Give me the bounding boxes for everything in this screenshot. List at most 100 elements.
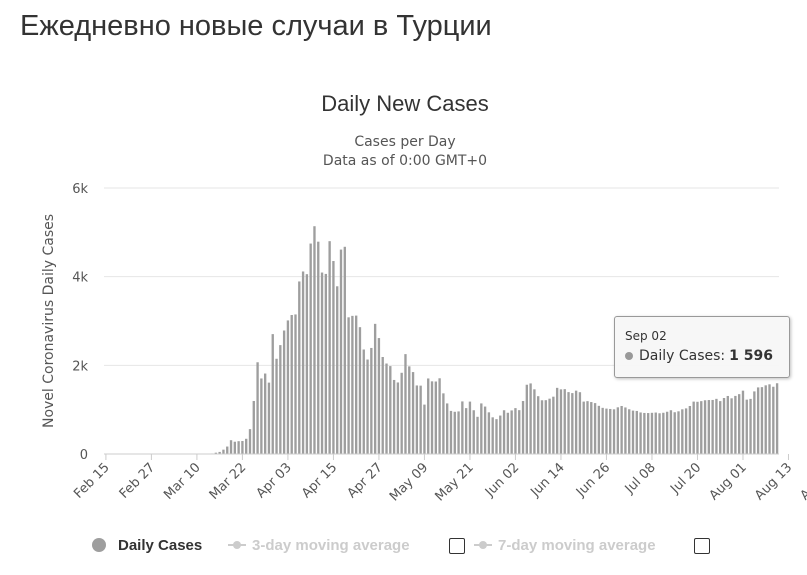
bar[interactable] — [400, 372, 403, 454]
bar[interactable] — [214, 452, 218, 454]
bar[interactable] — [571, 393, 574, 454]
bar[interactable] — [396, 382, 400, 454]
bar[interactable] — [487, 412, 491, 454]
bar[interactable] — [282, 330, 286, 454]
bar[interactable] — [286, 320, 290, 454]
bar[interactable] — [544, 400, 547, 454]
bar[interactable] — [605, 408, 608, 454]
bar[interactable] — [658, 413, 661, 454]
bar[interactable] — [540, 400, 544, 454]
bar[interactable] — [669, 410, 673, 454]
bar[interactable] — [643, 412, 646, 454]
bar[interactable] — [366, 359, 369, 454]
bar[interactable] — [582, 401, 585, 454]
bar[interactable] — [260, 378, 263, 454]
bar[interactable] — [495, 419, 498, 454]
bar[interactable] — [639, 412, 642, 454]
bar[interactable] — [222, 449, 225, 454]
bar[interactable] — [317, 241, 320, 454]
bar[interactable] — [567, 392, 570, 454]
bar[interactable] — [411, 372, 415, 454]
bar[interactable] — [252, 400, 255, 454]
legend-item-7day[interactable]: 7-day moving average — [474, 534, 656, 556]
bar[interactable] — [502, 410, 506, 454]
bar[interactable] — [472, 410, 475, 454]
bar[interactable] — [347, 317, 350, 454]
bar[interactable] — [749, 398, 752, 454]
bar[interactable] — [665, 411, 669, 454]
bar[interactable] — [719, 401, 722, 454]
bar[interactable] — [673, 412, 676, 454]
bar[interactable] — [521, 401, 525, 454]
bar[interactable] — [332, 261, 335, 454]
bar[interactable] — [442, 393, 445, 454]
bar[interactable] — [703, 400, 707, 454]
bar[interactable] — [677, 411, 680, 454]
bar[interactable] — [628, 409, 631, 454]
bar[interactable] — [563, 389, 566, 454]
bar[interactable] — [339, 249, 343, 454]
bar[interactable] — [298, 281, 301, 454]
bar[interactable] — [635, 410, 638, 454]
bar[interactable] — [370, 347, 373, 454]
bar[interactable] — [226, 446, 229, 454]
bar[interactable] — [696, 401, 699, 454]
bar[interactable] — [351, 315, 354, 454]
bar[interactable] — [256, 362, 259, 454]
bar[interactable] — [506, 412, 510, 454]
bar[interactable] — [510, 410, 513, 454]
bar[interactable] — [237, 441, 240, 454]
bar[interactable] — [377, 338, 381, 454]
bar[interactable] — [726, 395, 729, 454]
bar[interactable] — [734, 395, 737, 454]
bar[interactable] — [301, 271, 305, 454]
bar[interactable] — [533, 389, 536, 454]
bar[interactable] — [241, 441, 244, 454]
bar[interactable] — [267, 382, 271, 454]
bar[interactable] — [745, 399, 748, 454]
bar[interactable] — [514, 408, 517, 454]
legend-item-daily-cases[interactable]: Daily Cases — [92, 534, 202, 556]
bar[interactable] — [362, 349, 365, 454]
bar[interactable] — [537, 396, 540, 454]
bar[interactable] — [609, 408, 612, 454]
bar[interactable] — [518, 410, 521, 454]
bar[interactable] — [548, 398, 551, 454]
bar[interactable] — [647, 413, 650, 454]
bar-series-daily-cases[interactable] — [199, 226, 779, 454]
bar[interactable] — [756, 387, 760, 454]
bar[interactable] — [631, 410, 635, 454]
bar[interactable] — [434, 381, 437, 454]
bar[interactable] — [233, 441, 236, 454]
bar[interactable] — [328, 241, 331, 454]
bar[interactable] — [775, 383, 779, 454]
bar[interactable] — [700, 401, 703, 454]
bar[interactable] — [601, 407, 604, 454]
bar[interactable] — [590, 402, 593, 454]
bar[interactable] — [461, 401, 464, 454]
checkbox-3day[interactable] — [449, 538, 465, 554]
bar[interactable] — [313, 226, 316, 454]
bar[interactable] — [419, 385, 422, 454]
bar[interactable] — [662, 412, 665, 454]
bar[interactable] — [555, 387, 559, 454]
bar[interactable] — [730, 398, 733, 454]
bar[interactable] — [768, 384, 771, 454]
bar[interactable] — [688, 405, 692, 454]
bar[interactable] — [457, 411, 460, 454]
bar[interactable] — [404, 354, 407, 454]
legend-item-3day[interactable]: 3-day moving average — [228, 534, 410, 556]
bar[interactable] — [389, 366, 392, 454]
bar[interactable] — [483, 406, 487, 454]
bar[interactable] — [415, 385, 419, 454]
bar[interactable] — [263, 373, 267, 454]
bar[interactable] — [423, 404, 426, 454]
bar[interactable] — [593, 403, 597, 454]
bar[interactable] — [597, 405, 601, 454]
bar[interactable] — [290, 315, 293, 454]
bar[interactable] — [722, 398, 726, 454]
bar[interactable] — [373, 323, 377, 454]
bar[interactable] — [324, 273, 328, 454]
bar[interactable] — [408, 366, 411, 454]
bar[interactable] — [305, 274, 309, 454]
